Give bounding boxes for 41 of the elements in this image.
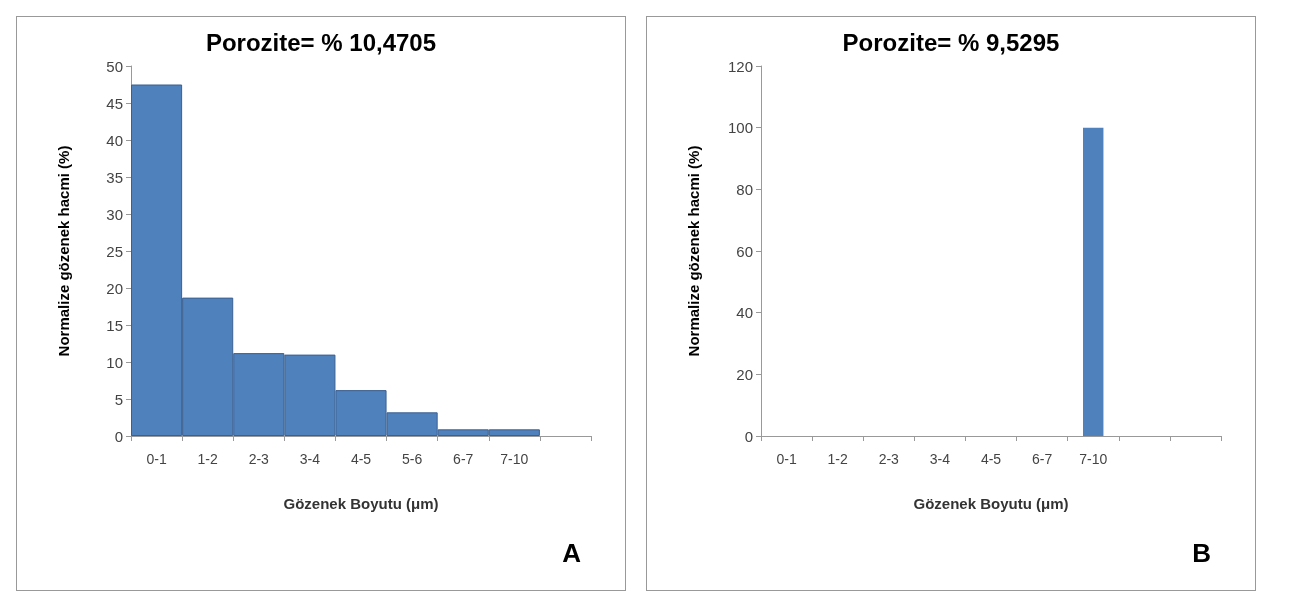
y-axis-title: Normalize gözenek hacmi (%) [685,145,702,357]
x-tick-label: 6-7 [453,451,474,467]
y-tick-label: 40 [106,131,123,149]
x-tick-label: 2-3 [878,451,900,467]
y-tick-label: 20 [106,279,123,297]
x-tick-label: 5-6 [401,451,423,467]
y-tick-label: 0 [114,427,123,445]
x-tick-label: 4-5 [350,451,372,467]
x-tick-label: 2-3 [248,451,270,467]
y-tick-label: 35 [106,168,123,186]
y-tick-label: 20 [736,365,753,383]
text: B [1192,538,1211,568]
y-tick-label: 30 [106,205,123,223]
x-tick-label: 0-1 [776,451,797,467]
x-tick-label: 1-2 [197,451,218,467]
x-tick-label: 3-4 [299,451,321,467]
y-tick-label: 120 [727,57,753,75]
text: A [562,538,582,568]
chart-title: Porozite= % 10,4705 [205,28,437,56]
y-tick-label: 5 [114,390,123,408]
x-tick-label: 3-4 [929,451,951,467]
x-tick-label: 6-7 [1031,451,1053,467]
y-tick-label: 40 [736,304,753,322]
x-tick-label: 1-2 [827,451,848,467]
x-tick-label: 0-1 [146,451,167,467]
y-tick-label: 80 [736,180,753,198]
y-axis-title: Normalize gözenek hacmi (%) [55,145,72,357]
y-tick-label: 60 [736,242,753,260]
x-axis-title: Gözenek Boyutu (μm) [283,495,439,512]
y-tick-label: 25 [106,242,123,260]
y-tick-label: 10 [106,353,123,371]
chart-title: Porozite= % 9,5295 [842,28,1060,56]
y-tick-label: 50 [106,57,123,75]
y-tick-label: 0 [744,427,753,445]
y-tick-label: 100 [727,119,753,137]
x-tick-label: 4-5 [980,451,1002,467]
x-axis-title: Gözenek Boyutu (μm) [913,495,1069,512]
y-tick-label: 45 [106,94,123,112]
y-tick-label: 15 [106,316,123,334]
x-tick-label: 7-10 [500,451,529,467]
x-tick-label: 7-10 [1079,451,1108,467]
